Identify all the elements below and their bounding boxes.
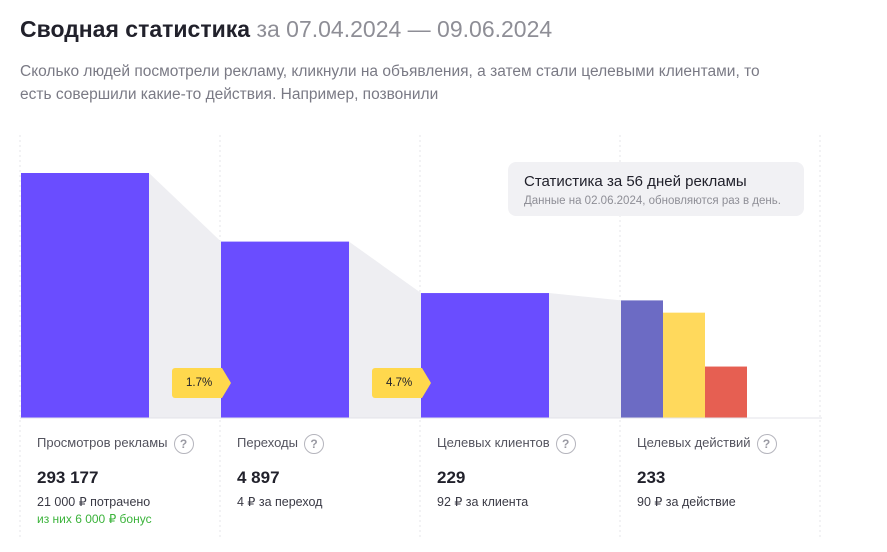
stat-label: Целевых клиентов? [437,432,637,454]
stat-value: 233 [637,468,666,487]
help-icon[interactable]: ? [756,433,777,454]
stat-label: Просмотров рекламы? [37,432,237,454]
bar-1 [21,173,149,418]
conversion-badge-2: 4.7% [372,368,431,398]
stat-label-text: Переходы [237,435,298,450]
bar-2 [221,241,349,418]
action-bar-3 [705,366,747,418]
help-icon[interactable]: ? [555,433,576,454]
title-period: за 07.04.2024 — 09.06.2024 [256,16,553,42]
stat-value: 293 177 [37,468,99,487]
action-bar-1 [621,300,663,418]
conversion-badge-1: 1.7% [172,368,231,398]
tooltip-note: Данные на 02.06.2024, обновляются раз в … [524,195,781,207]
stat-label: Переходы? [237,432,437,454]
stat-target-actions: Целевых действий? 233 90 ₽ за действие [637,432,837,509]
funnel-connector [549,293,621,418]
page-description: Сколько людей посмотрели рекламу, кликну… [20,63,760,103]
page-title: Сводная статистика за 07.04.2024 — 09.06… [20,16,552,43]
stat-impressions: Просмотров рекламы? 293 177 21 000 ₽ пот… [37,432,237,526]
stat-clicks: Переходы? 4 897 4 ₽ за переход [237,432,437,509]
funnel-connector [149,173,221,418]
stats-tooltip: Статистика за 56 дней рекламы Данные на … [508,162,804,216]
title-main: Сводная статистика [20,16,251,42]
help-icon[interactable]: ? [173,433,194,454]
stat-label-text: Просмотров рекламы [37,435,168,450]
stat-bonus: из них 6 000 ₽ бонус [37,512,152,526]
action-bar-2 [663,312,705,418]
bar-3 [421,293,549,418]
stat-sub: 92 ₽ за клиента [437,495,529,509]
stat-label: Целевых действий? [637,432,837,454]
help-icon[interactable]: ? [303,433,324,454]
stat-value: 229 [437,468,466,487]
stat-sub: 90 ₽ за действие [637,495,736,509]
stat-value: 4 897 [237,468,280,487]
stat-sub: 4 ₽ за переход [237,495,323,509]
tooltip-title: Статистика за 56 дней рекламы [524,173,747,190]
stat-sub: 21 000 ₽ потрачено [37,495,151,509]
stat-target-clients: Целевых клиентов? 229 92 ₽ за клиента [437,432,637,509]
stat-label-text: Целевых действий [637,435,751,450]
stat-label-text: Целевых клиентов [437,435,550,450]
